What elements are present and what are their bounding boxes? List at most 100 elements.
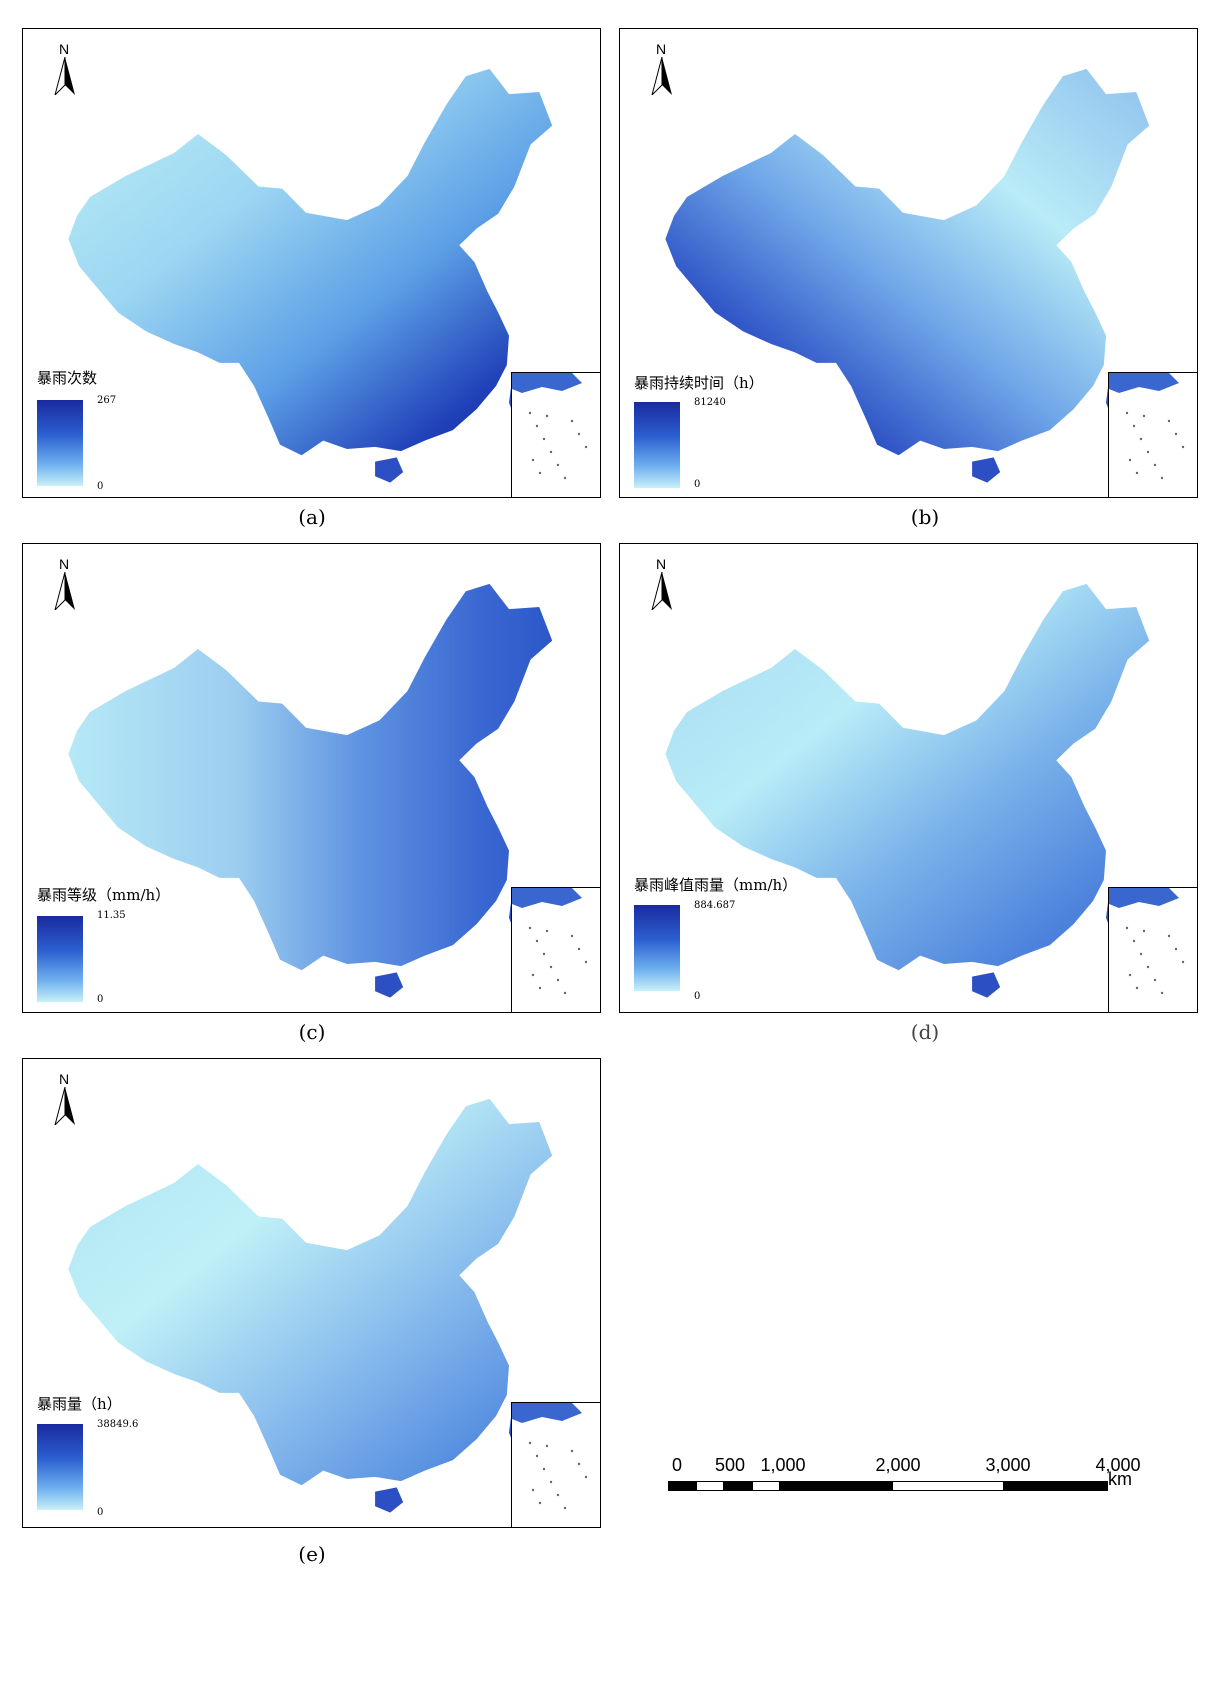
inset-island-dot (1160, 476, 1164, 480)
inset-island-dot (538, 1501, 542, 1505)
caption-a: (a) (298, 505, 326, 529)
inset-island-dot (563, 476, 567, 480)
inset-island-dot (1125, 926, 1129, 930)
north-label: N (656, 41, 667, 57)
china-mainland-shape (68, 583, 553, 971)
inset-island-dot (1174, 432, 1178, 436)
inset-island-dot (577, 432, 581, 436)
inset-island-dot (1128, 458, 1132, 462)
scale-segment (752, 1481, 780, 1491)
inset-island-dot (1167, 934, 1171, 938)
inset-island-dot (549, 1480, 553, 1484)
legend-max-value: 267 (97, 395, 117, 406)
inset-island-dot (535, 939, 539, 943)
china-mainland-shape (68, 68, 553, 456)
north-arrow: N (648, 41, 678, 99)
legend-max-value: 884.687 (694, 900, 736, 911)
inset-island-dot (1135, 986, 1139, 990)
south-china-sea-inset (511, 1402, 600, 1527)
north-arrow-icon (651, 572, 672, 610)
inset-island-dot (549, 450, 553, 454)
legend-color-ramp (37, 400, 83, 486)
inset-island-dot (570, 419, 574, 423)
scale-segment (1004, 1481, 1108, 1491)
inset-island-dot (549, 965, 553, 969)
inset-island-dot (528, 926, 532, 930)
legend-min-value: 0 (694, 479, 701, 490)
inset-island-dot (556, 463, 560, 467)
legend-color-ramp (37, 1424, 83, 1510)
north-label: N (59, 556, 70, 572)
inset-island-dot (1160, 991, 1164, 995)
hainan-island-shape (972, 457, 1001, 483)
legend-title: 暴雨峰值雨量（mm/h） (634, 876, 798, 894)
inset-island-dot (1153, 463, 1157, 467)
legend-max-value: 11.35 (97, 910, 126, 921)
inset-island-dot (584, 960, 588, 964)
south-china-sea-inset (511, 887, 600, 1012)
north-arrow: N (51, 41, 81, 99)
china-mainland-shape (68, 1098, 553, 1486)
north-arrow: N (51, 1071, 81, 1129)
inset-island-dot (584, 445, 588, 449)
caption-d: (d) (910, 1020, 940, 1044)
legend-max-value: 38849.6 (97, 1419, 139, 1430)
inset-island-dot (1132, 424, 1136, 428)
north-label: N (59, 1071, 70, 1087)
scale-segment (780, 1481, 892, 1491)
scale-unit: km (1108, 1469, 1132, 1489)
inset-island-dot (538, 986, 542, 990)
legend-min-value: 0 (97, 1507, 104, 1518)
inset-island-dot (545, 414, 549, 418)
inset-island-dot (531, 1488, 535, 1492)
inset-island-dot (1142, 414, 1146, 418)
scale-label: 0 (671, 1455, 683, 1475)
inset-island-dot (528, 1441, 532, 1445)
north-arrow: N (51, 556, 81, 614)
inset-island-dot (1132, 939, 1136, 943)
hainan-island-shape (375, 1487, 404, 1513)
map-panel-e: N 暴雨量（h） 38849.6 0 (22, 1058, 601, 1528)
inset-island-dot (1167, 419, 1171, 423)
scale-label: 3,000 (985, 1455, 1031, 1475)
north-arrow-icon (54, 57, 75, 95)
north-label: N (656, 556, 667, 572)
inset-island-dot (535, 1454, 539, 1458)
inset-island-dot (1146, 965, 1150, 969)
inset-island-dot (542, 1467, 546, 1471)
scale-label: 4,000 (1095, 1455, 1141, 1475)
north-label: N (59, 41, 70, 57)
south-china-sea-inset (1108, 887, 1197, 1012)
inset-island-dot (1135, 471, 1139, 475)
north-arrow: N (648, 556, 678, 614)
china-mainland-shape (665, 68, 1150, 456)
north-arrow-icon (54, 572, 75, 610)
caption-b: (b) (910, 505, 940, 529)
legend-min-value: 0 (694, 991, 701, 1002)
inset-island-dot (1139, 437, 1143, 441)
inset-island-dot (538, 471, 542, 475)
legend-title: 暴雨等级（mm/h） (37, 886, 171, 904)
inset-island-dot (563, 991, 567, 995)
scale-segment (696, 1481, 724, 1491)
inset-island-dot (1181, 960, 1185, 964)
legend-color-ramp (634, 402, 680, 488)
inset-island-dot (531, 458, 535, 462)
inset-island-dot (556, 978, 560, 982)
china-mainland-shape (665, 583, 1150, 971)
map-panel-a: N 暴雨次数 267 0 (22, 28, 601, 498)
scale-label: 1,000 (760, 1455, 806, 1475)
south-china-sea-inset (1108, 372, 1197, 497)
inset-island-dot (1125, 411, 1129, 415)
inset-island-dot (542, 952, 546, 956)
inset-coast-shape (512, 1403, 582, 1423)
inset-island-dot (528, 411, 532, 415)
legend-min-value: 0 (97, 481, 104, 492)
inset-island-dot (1181, 445, 1185, 449)
inset-island-dot (535, 424, 539, 428)
inset-island-dot (531, 973, 535, 977)
inset-island-dot (1174, 947, 1178, 951)
legend-min-value: 0 (97, 994, 104, 1005)
inset-island-dot (1128, 973, 1132, 977)
legend-title: 暴雨持续时间（h） (634, 374, 764, 392)
